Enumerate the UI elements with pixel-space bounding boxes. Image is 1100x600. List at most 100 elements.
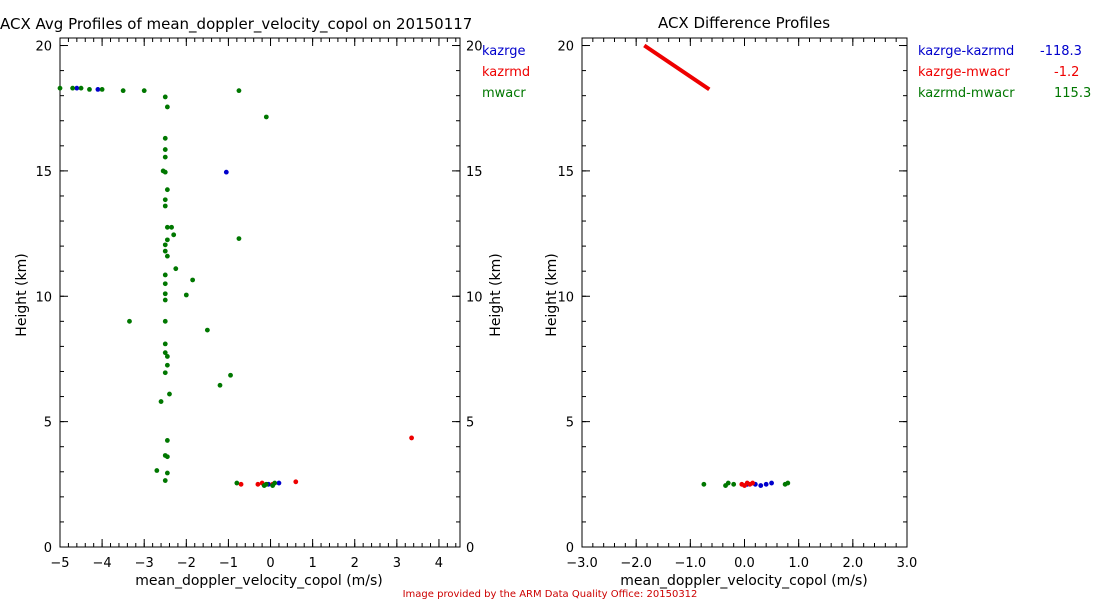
data-point: [255, 481, 261, 487]
data-point: [164, 253, 170, 259]
data-point: [167, 391, 172, 397]
data-point: [293, 479, 299, 485]
data-point: [141, 88, 147, 94]
y-tick-label: 20: [557, 40, 574, 55]
data-point: [162, 281, 168, 287]
data-point: [162, 94, 168, 100]
data-point: [173, 266, 179, 272]
data-point: [747, 481, 753, 487]
right-chart-title: ACX Difference Profiles: [658, 14, 830, 32]
data-point: [276, 480, 282, 486]
right-y-axis-label: Height (km): [544, 253, 560, 336]
y-tick-label-right: 15: [466, 165, 483, 180]
data-point: [769, 480, 774, 486]
y-tick-label: 10: [557, 290, 574, 305]
x-tick-label: 0.0: [734, 556, 755, 571]
data-point: [162, 154, 168, 160]
data-point: [162, 248, 168, 254]
data-point: [70, 85, 76, 91]
left-legend-mwacr: mwacr: [482, 86, 526, 101]
left-panel: ACX Avg Profiles of mean_doppler_velocit…: [0, 15, 530, 589]
x-tick-label: 4: [435, 556, 443, 571]
y-tick-label-right: 10: [466, 290, 483, 305]
left-y-axis-label-right: Height (km): [488, 253, 504, 336]
data-point: [263, 114, 269, 120]
data-point: [162, 203, 168, 209]
y-tick-label: 10: [35, 290, 52, 305]
data-point: [154, 468, 160, 473]
data-point: [120, 88, 126, 94]
y-tick-label-right: 20: [466, 40, 483, 55]
left-plot-frame: [59, 37, 461, 548]
data-point: [162, 350, 168, 356]
data-point: [725, 480, 731, 486]
data-point: [204, 327, 210, 333]
left-legend: kazrge kazrmd mwacr: [482, 44, 530, 101]
data-point: [164, 224, 170, 230]
data-point: [99, 87, 105, 92]
data-point: [162, 242, 168, 248]
data-point: [758, 483, 764, 488]
data-point: [183, 292, 189, 298]
data-point: [261, 483, 267, 488]
data-point: [74, 85, 80, 91]
right-x-axis-label: mean_doppler_velocity_copol (m/s): [620, 573, 868, 589]
data-point: [236, 88, 242, 94]
left-legend-kazrge: kazrge: [482, 44, 525, 59]
x-tick-label: 1.0: [788, 556, 809, 571]
data-point: [162, 291, 168, 297]
right-legend-kazrge-mwacr: kazrge-mwacr -1.2: [918, 65, 1079, 80]
legend-name: kazrmd-mwacr: [918, 86, 1015, 101]
data-point: [785, 480, 791, 486]
y-tick-label: 15: [557, 165, 574, 180]
right-plot-frame: [581, 37, 908, 548]
x-tick-label: 3: [393, 556, 401, 571]
data-point: [228, 372, 233, 378]
y-tick-label: 5: [566, 416, 574, 431]
data-point: [169, 224, 174, 230]
y-tick-label: 15: [35, 165, 52, 180]
x-tick-label: 3.0: [897, 556, 918, 571]
data-point: [57, 85, 63, 91]
right-legend-kazrmd-mwacr: kazrmd-mwacr 115.3: [918, 86, 1091, 101]
x-tick-label: 2.0: [842, 556, 863, 571]
data-point: [162, 341, 168, 347]
data-point: [162, 147, 168, 152]
data-point: [164, 104, 170, 110]
data-point: [190, 277, 196, 283]
y-tick-label: 20: [35, 40, 52, 55]
data-point: [739, 481, 745, 487]
right-panel: ACX Difference Profiles mean_doppler_vel…: [544, 14, 1091, 589]
left-x-axis-label: mean_doppler_velocity_copol (m/s): [135, 573, 383, 589]
data-point: [162, 272, 168, 278]
data-point: [164, 454, 170, 460]
x-tick-label: 1: [308, 556, 316, 571]
data-point: [162, 297, 168, 303]
data-point: [162, 370, 168, 376]
data-point: [78, 85, 84, 91]
data-point: [171, 232, 177, 238]
right-marks: [643, 43, 791, 488]
data-point: [158, 399, 164, 404]
data-point: [162, 169, 168, 175]
data-point: [127, 318, 132, 324]
x-tick-label: −3.0: [566, 556, 598, 571]
data-point: [164, 438, 170, 443]
series-line: [643, 43, 711, 92]
data-point: [164, 470, 170, 476]
data-point: [236, 236, 242, 241]
data-point: [164, 237, 170, 243]
data-point: [270, 483, 276, 488]
right-legend-kazrge-kazrmd: kazrge-kazrmd -118.3: [918, 44, 1082, 59]
legend-name: kazrge-kazrmd: [918, 44, 1014, 59]
y-tick-label-right: 0: [466, 541, 474, 556]
data-point: [164, 187, 170, 193]
x-tick-label: −5: [50, 556, 69, 571]
data-point: [164, 362, 170, 368]
data-point: [731, 481, 737, 487]
legend-stat: -1.2: [1054, 65, 1079, 80]
legend-stat: 115.3: [1054, 86, 1091, 101]
x-tick-label: 2: [351, 556, 359, 571]
y-tick-label: 0: [44, 541, 52, 556]
x-tick-label: −1.0: [675, 556, 707, 571]
